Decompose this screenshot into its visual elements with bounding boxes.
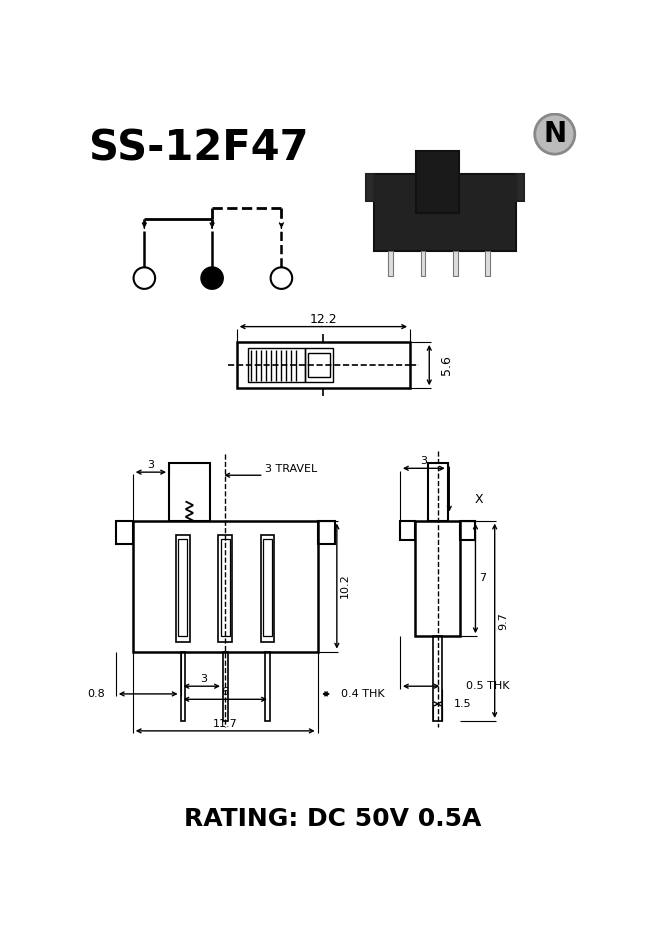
Bar — [389, 251, 393, 276]
Bar — [265, 652, 270, 721]
Bar — [317, 521, 334, 544]
Bar — [116, 521, 133, 544]
Circle shape — [535, 114, 575, 154]
Text: 0.8: 0.8 — [88, 688, 105, 699]
Text: 3: 3 — [147, 461, 154, 470]
Text: 3: 3 — [201, 674, 208, 685]
Bar — [428, 463, 448, 521]
Bar — [433, 636, 443, 721]
Bar — [180, 652, 185, 721]
Bar — [416, 151, 458, 213]
Bar — [516, 174, 524, 201]
Bar — [374, 174, 516, 251]
Bar — [133, 521, 317, 652]
Text: 3: 3 — [421, 457, 427, 466]
Bar — [453, 251, 458, 276]
Text: 12.2: 12.2 — [310, 313, 337, 326]
Text: SS-12F47: SS-12F47 — [89, 128, 308, 170]
Bar — [176, 535, 190, 643]
Text: 0.4 THK: 0.4 THK — [341, 688, 384, 699]
Bar — [221, 539, 230, 636]
Circle shape — [387, 214, 394, 219]
Circle shape — [201, 267, 223, 289]
Bar — [366, 174, 374, 201]
Bar — [218, 535, 232, 643]
Circle shape — [271, 267, 292, 289]
Bar — [485, 251, 490, 276]
Text: X: X — [475, 493, 484, 506]
Text: 7: 7 — [480, 573, 486, 583]
Circle shape — [134, 267, 155, 289]
Bar — [308, 353, 330, 377]
Text: RATING: DC 50V 0.5A: RATING: DC 50V 0.5A — [184, 808, 482, 831]
Text: 0.5 THK: 0.5 THK — [466, 681, 509, 691]
Bar — [400, 521, 415, 540]
Text: 9.7: 9.7 — [498, 612, 508, 629]
Text: 10.2: 10.2 — [340, 574, 350, 598]
Text: 1.5: 1.5 — [454, 699, 472, 709]
Text: 5.6: 5.6 — [440, 356, 453, 375]
Text: 6: 6 — [222, 688, 228, 697]
Bar — [178, 539, 188, 636]
Text: N: N — [543, 120, 567, 148]
Text: 3 TRAVEL: 3 TRAVEL — [265, 464, 317, 474]
Bar — [249, 348, 304, 382]
Bar — [237, 342, 410, 388]
Bar — [261, 535, 275, 643]
Bar — [460, 521, 476, 540]
Bar — [263, 539, 272, 636]
Text: 11.7: 11.7 — [213, 719, 238, 729]
Bar — [223, 652, 228, 721]
Bar — [169, 463, 210, 521]
Bar — [304, 348, 333, 382]
Bar — [421, 251, 425, 276]
Bar — [415, 521, 460, 636]
